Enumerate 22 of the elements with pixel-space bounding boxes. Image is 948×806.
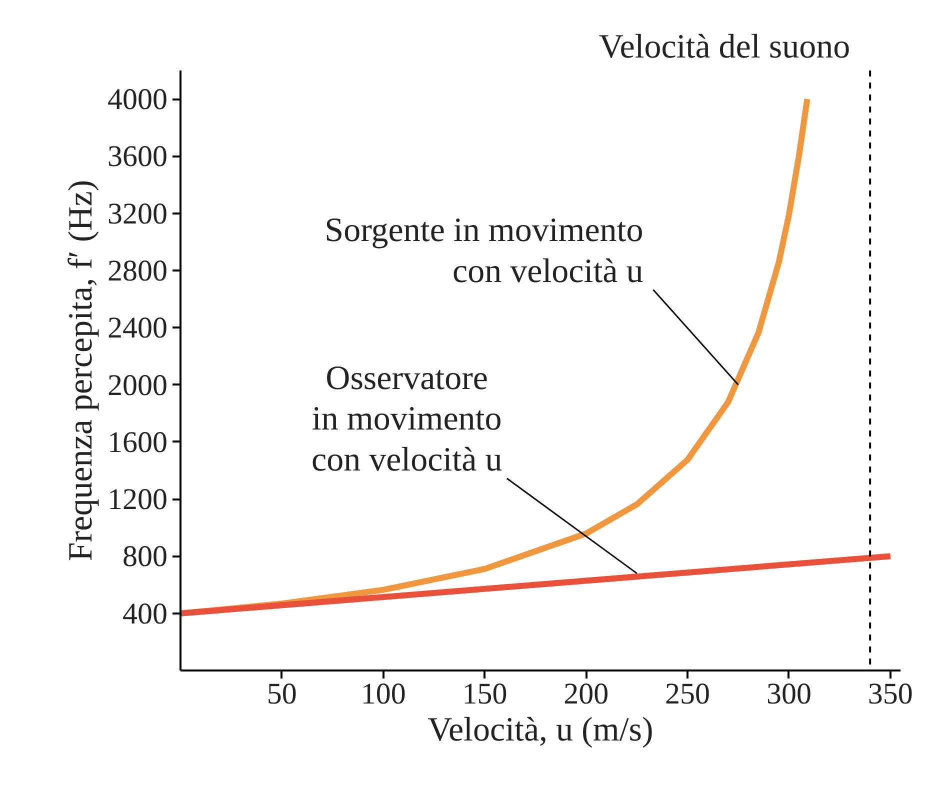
x-tick-label: 200	[564, 678, 609, 710]
x-tick-label: 350	[868, 678, 913, 710]
y-tick-label: 2800	[108, 254, 168, 288]
x-axis-title: Velocità, u (m/s)	[428, 712, 654, 748]
y-tick-label: 1200	[108, 483, 168, 516]
x-tick-label: 100	[360, 678, 406, 710]
y-tick-label: 400	[122, 597, 168, 630]
y-tick-label: 800	[122, 540, 168, 574]
y-tick-label: 3200	[108, 197, 168, 230]
ref-line-label: Velocità del suono	[598, 28, 850, 66]
x-tick-label: 150	[462, 678, 508, 710]
y-axis-title: Frequenza percepita, f′ (Hz)	[62, 180, 100, 562]
x-tick-label: 250	[665, 678, 710, 710]
x-tick-label: 300	[766, 678, 812, 710]
annotation: Osservatore in movimento con velocità u	[311, 360, 502, 478]
y-tick-label: 2000	[108, 368, 168, 402]
y-tick-label: 3600	[108, 140, 168, 174]
x-tick-label: 50	[266, 678, 297, 710]
y-tick-label: 4000	[108, 83, 168, 116]
annotation: Sorgente in movimento con velocità u	[324, 212, 644, 290]
y-tick-label: 2400	[108, 312, 168, 345]
y-tick-label: 1600	[108, 426, 168, 459]
